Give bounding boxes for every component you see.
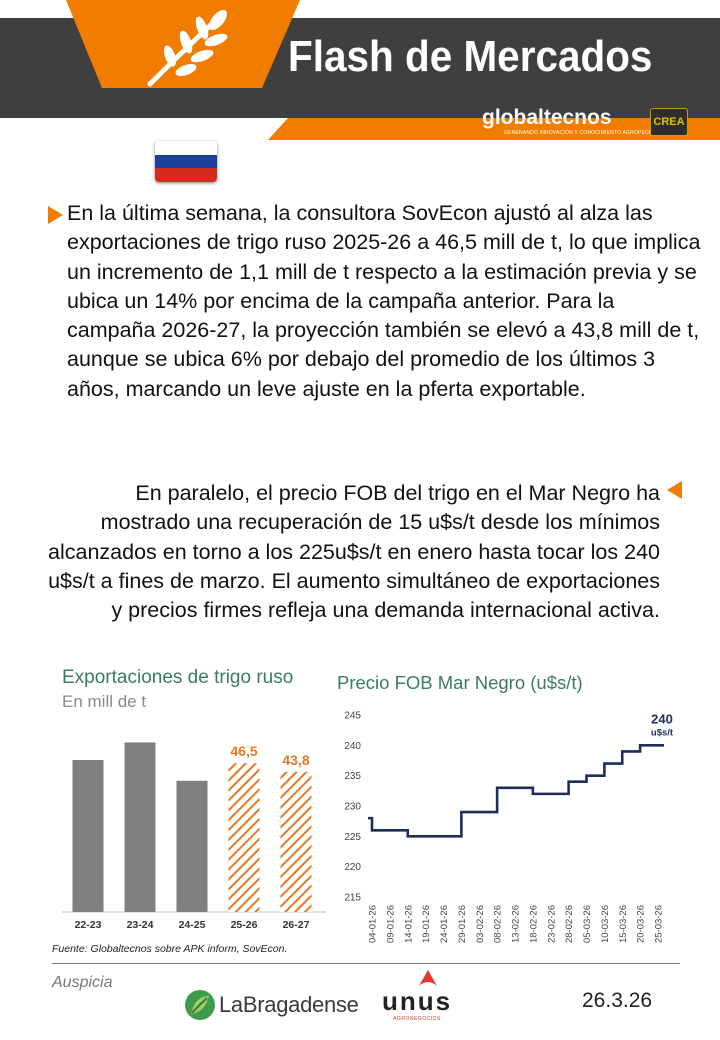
x-tick-label: 13-02-26 (511, 905, 522, 943)
x-tick-label: 24-25 (179, 919, 206, 931)
paragraph-exports: En la última semana, la consultora SovEc… (67, 201, 701, 401)
unus-tagline: AGRONEGOCIOS (393, 1016, 441, 1022)
y-tick-label: 240 (344, 741, 361, 752)
exports-bar-chart: 22-23 23-24 24-25 25-26 46,5 26-27 43,8 (62, 742, 326, 931)
bar-23-24 (124, 742, 156, 912)
bar-value-label: 43,8 (282, 752, 309, 768)
bar-24-25 (176, 780, 208, 912)
end-value-label: 240 (651, 711, 673, 726)
exports-chart-subtitle: En mill de t (62, 692, 147, 711)
bar-26-27 (280, 771, 312, 912)
y-tick-label: 230 (344, 802, 361, 813)
labragadense-leaf-icon (185, 990, 215, 1020)
y-tick-label: 235 (344, 771, 361, 782)
bar-22-23 (72, 760, 104, 912)
paragraph-prices: En paralelo, el precio FOB del trigo en … (48, 481, 660, 623)
x-tick-label: 09-01-26 (385, 905, 396, 943)
brand-name: globaltecnos (482, 106, 612, 129)
bar-25-26 (228, 763, 260, 912)
y-tick-label: 245 (344, 711, 361, 722)
x-tick-label: 18-02-26 (528, 905, 539, 943)
x-tick-label: 23-24 (127, 919, 154, 931)
issue-date: 26.3.26 (582, 989, 653, 1012)
y-tick-label: 220 (344, 862, 361, 873)
footer-divider (52, 963, 680, 964)
bullet-arrow-right-icon (48, 206, 63, 224)
price-series-line (368, 744, 664, 838)
unus-logo: unus AGRONEGOCIOS (375, 968, 459, 1026)
end-unit-label: u$s/t (651, 727, 674, 738)
crea-logo: CREA (650, 108, 688, 136)
x-tick-label: 10-03-26 (600, 905, 611, 943)
x-tick-label: 04-01-26 (368, 905, 379, 943)
bar-value-label: 46,5 (230, 743, 257, 759)
price-line-chart: 215 220 225 230 235 240 245 04-01-26 09-01-26 14-… (344, 711, 674, 944)
y-tick-label: 215 (344, 893, 361, 904)
x-tick-label: 24-01-26 (439, 905, 450, 943)
x-tick-label: 25-03-26 (654, 905, 665, 943)
x-tick-label: 29-01-26 (457, 905, 468, 943)
x-tick-label: 25-26 (231, 919, 258, 931)
unus-name: unus (381, 986, 453, 1016)
x-tick-label: 08-02-26 (493, 905, 504, 943)
page-title: Flash de Mercados (288, 32, 653, 81)
labragadense-name: LaBragadense (219, 992, 359, 1017)
x-tick-label: 14-01-26 (403, 905, 414, 943)
x-tick-label: 23-02-26 (546, 905, 557, 943)
unus-mark-icon (419, 970, 437, 986)
price-chart-title: Precio FOB Mar Negro (u$s/t) (337, 672, 583, 693)
russia-flag-icon (155, 141, 217, 182)
x-tick-label: 15-03-26 (618, 905, 629, 943)
sponsor-label: Auspicia (52, 974, 113, 991)
x-tick-label: 26-27 (283, 919, 310, 931)
exports-chart-title: Exportaciones de trigo ruso (62, 667, 294, 688)
x-tick-label: 05-03-26 (582, 905, 593, 943)
x-tick-label: 20-03-26 (636, 905, 647, 943)
x-tick-label: 28-02-26 (564, 905, 575, 943)
brand-tagline: GENERANDO INNOVACIÓN Y CONOCIMIENTO AGRO… (504, 130, 666, 136)
wheat-icon (147, 10, 228, 87)
x-tick-label: 03-02-26 (475, 905, 486, 943)
x-tick-label: 19-01-26 (421, 905, 432, 943)
x-tick-label: 22-23 (75, 919, 102, 931)
y-tick-label: 225 (344, 832, 361, 843)
bullet-arrow-left-icon (667, 481, 682, 499)
source-note: Fuente: Globaltecnos sobre APK inform, S… (52, 943, 288, 955)
